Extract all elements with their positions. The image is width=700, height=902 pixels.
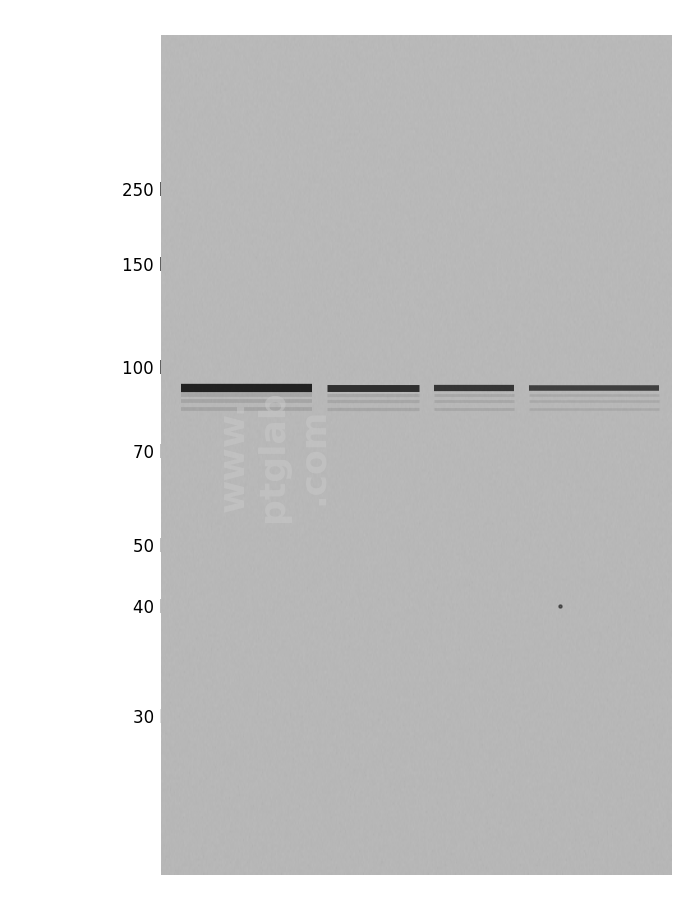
Text: HT-1376: HT-1376 — [371, 68, 438, 131]
FancyBboxPatch shape — [161, 36, 672, 875]
Text: HEK-293: HEK-293 — [267, 67, 336, 131]
Text: 70 kDa→: 70 kDa→ — [133, 444, 206, 462]
Text: 50 kDa→: 50 kDa→ — [133, 538, 206, 555]
Text: 40 kDa→: 40 kDa→ — [133, 599, 206, 617]
Text: 250 kDa→: 250 kDa→ — [122, 182, 206, 200]
Text: 100 kDa→: 100 kDa→ — [122, 360, 206, 378]
Text: 30 kDa→: 30 kDa→ — [133, 708, 206, 726]
Text: 150 kDa→: 150 kDa→ — [122, 256, 206, 274]
Text: HeLa: HeLa — [458, 87, 504, 131]
Text: www.
ptglab
.com: www. ptglab .com — [217, 390, 330, 521]
Text: HepG2: HepG2 — [537, 76, 595, 131]
